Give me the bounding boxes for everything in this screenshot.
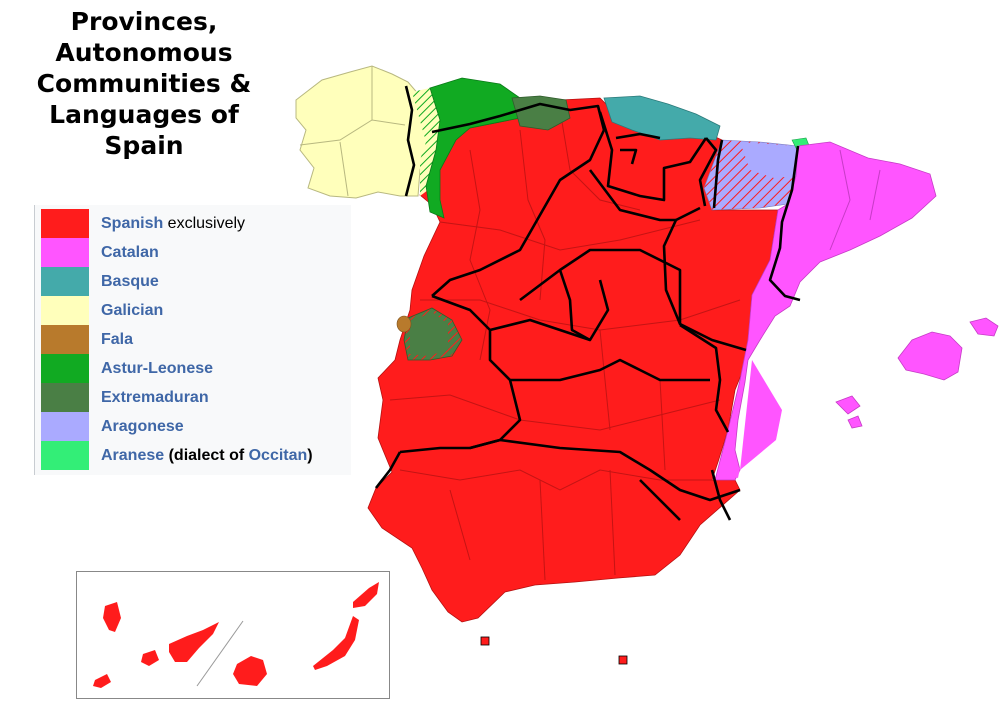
legend-item-basque: Basque [41, 267, 346, 296]
region-basque [603, 95, 721, 141]
island-fuerteventura [313, 616, 359, 670]
island-gran-canaria [233, 656, 267, 686]
legend-text-extremaduran: Extremaduran [101, 389, 209, 407]
region-cantabria [511, 95, 571, 131]
title-line-3: Communities & [36, 69, 252, 98]
autonomous-community-boundaries [374, 85, 801, 521]
legend-link-aranese[interactable]: Aranese [101, 446, 165, 464]
legend-link-fala[interactable]: Fala [101, 330, 134, 348]
legend-swatch-fala [41, 325, 89, 354]
legend-text-fala: Fala [101, 331, 133, 349]
legend-swatch-catalan [41, 238, 89, 267]
legend-text-astur-leonese: Astur-Leonese [101, 360, 213, 378]
legend-text-aragonese: Aragonese [101, 418, 184, 436]
map-title: Provinces, Autonomous Communities & Lang… [8, 6, 280, 161]
legend-swatch-astur-leonese [41, 354, 89, 383]
catalan-murcia-detail [724, 460, 740, 478]
galicia-province-lines [299, 66, 406, 197]
island-el-hierro [93, 674, 111, 688]
language-legend: Spanish exclusively Catalan Basque Galic… [34, 205, 351, 475]
legend-aranese-open: (dialect of [164, 446, 249, 464]
title-line-5: Spain [104, 131, 184, 160]
region-extremaduran-solid [410, 312, 448, 356]
legend-text-aranese: Aranese (dialect of Occitan) [101, 447, 313, 465]
legend-item-spanish: Spanish exclusively [41, 209, 346, 238]
legend-swatch-aranese [41, 441, 89, 470]
legend-swatch-aragonese [41, 412, 89, 441]
island-ibiza [835, 395, 861, 415]
title-line-4: Languages of [49, 100, 239, 129]
legend-swatch-basque [41, 267, 89, 296]
island-la-palma [103, 602, 121, 632]
island-formentera [847, 415, 863, 429]
inset-divider-line [196, 620, 244, 687]
legend-link-astur-leonese[interactable]: Astur-Leonese [101, 359, 214, 377]
region-melilla [618, 655, 628, 665]
region-galician [295, 65, 429, 199]
island-la-gomera [141, 650, 159, 666]
legend-text-spanish: Spanish exclusively [101, 215, 245, 233]
province-boundaries [389, 109, 741, 581]
legend-link-basque[interactable]: Basque [101, 272, 159, 290]
legend-link-catalan[interactable]: Catalan [101, 243, 159, 261]
island-lanzarote [353, 582, 379, 608]
legend-item-fala: Fala [41, 325, 346, 354]
legend-item-aragonese: Aragonese [41, 412, 346, 441]
canary-islands-map [93, 582, 379, 688]
legend-link-aragonese[interactable]: Aragonese [101, 417, 184, 435]
region-ceuta [480, 636, 490, 646]
catalonia-province-lines [829, 149, 881, 251]
region-aragonese-solid [740, 142, 798, 178]
island-mallorca [897, 331, 963, 381]
legend-link-extremaduran[interactable]: Extremaduran [101, 388, 209, 406]
legend-item-extremaduran: Extremaduran [41, 383, 346, 412]
legend-item-catalan: Catalan [41, 238, 346, 267]
title-line-2: Autonomous [55, 38, 233, 67]
legend-item-astur-leonese: Astur-Leonese [41, 354, 346, 383]
legend-text-basque: Basque [101, 273, 159, 291]
canary-islands-inset [76, 571, 390, 699]
legend-text-galician: Galician [101, 302, 163, 320]
region-catalan [714, 141, 937, 481]
legend-link-galician[interactable]: Galician [101, 301, 164, 319]
legend-link-occitan[interactable]: Occitan [248, 446, 308, 464]
catalan-coast-strip [740, 360, 782, 470]
legend-text-catalan: Catalan [101, 244, 159, 262]
island-tenerife [169, 622, 219, 662]
legend-swatch-spanish [41, 209, 89, 238]
title-line-1: Provinces, [70, 7, 218, 36]
legend-item-aranese: Aranese (dialect of Occitan) [41, 441, 346, 470]
legend-link-spanish[interactable]: Spanish [101, 214, 164, 232]
legend-swatch-extremaduran [41, 383, 89, 412]
legend-aranese-close: ) [307, 446, 313, 464]
legend-item-galician: Galician [41, 296, 346, 325]
legend-swatch-galician [41, 296, 89, 325]
island-menorca [969, 317, 999, 337]
legend-suffix-spanish: exclusively [163, 214, 246, 232]
region-fala [396, 315, 412, 333]
